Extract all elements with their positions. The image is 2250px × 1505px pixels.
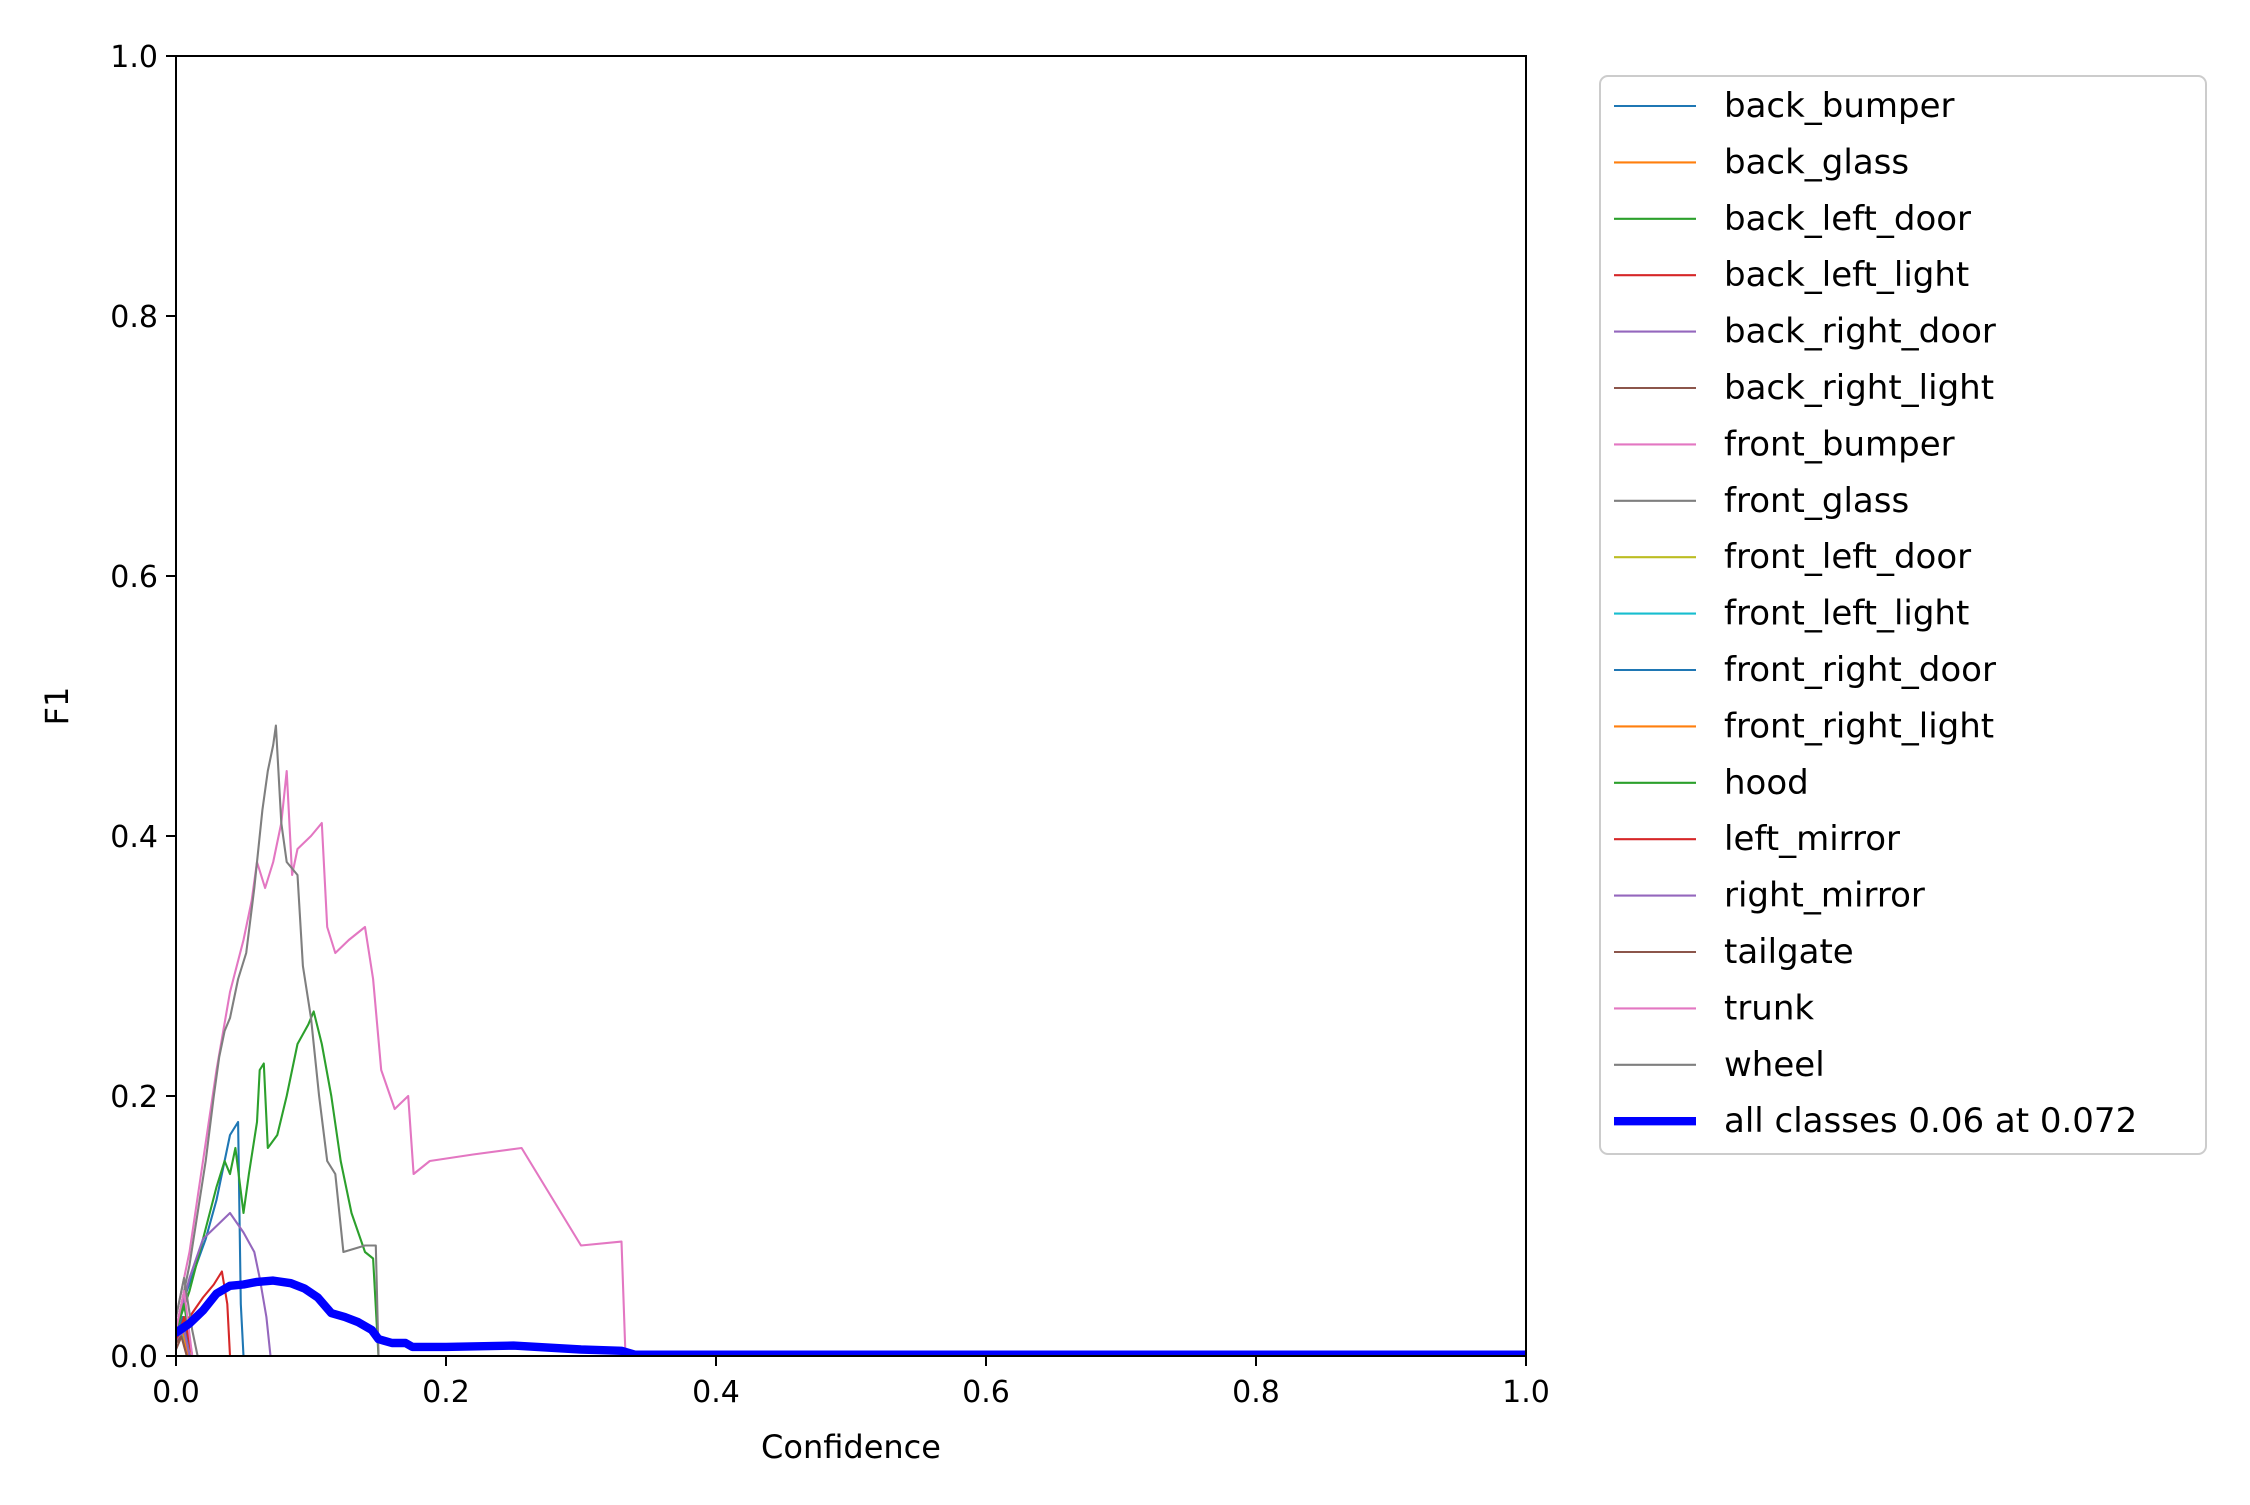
- y-tick-label: 0.4: [110, 820, 158, 855]
- legend-label: front_glass: [1724, 481, 1909, 521]
- y-axis-ticks: 0.0 0.2 0.4 0.6 0.8 1.0: [110, 40, 176, 1375]
- legend-label: tailgate: [1724, 932, 1854, 972]
- legend-label: back_left_door: [1724, 199, 1971, 239]
- legend-label: hood: [1724, 763, 1809, 803]
- legend-label: wheel: [1724, 1045, 1825, 1085]
- series-line-wheel: [176, 1276, 199, 1356]
- legend-label: all classes 0.06 at 0.072: [1724, 1101, 2137, 1141]
- legend-label: front_right_door: [1724, 650, 1996, 690]
- series-layer: [176, 724, 1526, 1356]
- y-tick-label: 0.0: [110, 1340, 158, 1375]
- x-axis-label: Confidence: [761, 1428, 941, 1466]
- series-line-back-bumper: [176, 1120, 245, 1356]
- legend-label: front_left_door: [1724, 537, 1971, 577]
- legend-label: back_left_light: [1724, 255, 1969, 295]
- plot-frame: [175, 55, 1527, 1357]
- y-tick-label: 0.8: [110, 300, 158, 335]
- legend-label: back_bumper: [1724, 86, 1955, 126]
- y-tick-label: 1.0: [110, 40, 158, 75]
- y-axis-label: F1: [38, 687, 76, 726]
- x-tick-label: 0.6: [962, 1375, 1010, 1410]
- legend-label: back_right_light: [1724, 368, 1994, 408]
- x-tick-label: 0.8: [1232, 1375, 1280, 1410]
- x-tick-label: 1.0: [1502, 1375, 1550, 1410]
- series-line-front-glass: [176, 724, 380, 1356]
- series-line-all: [176, 1276, 1526, 1356]
- legend: back_bumper back_glass back_left_door back_…: [1599, 75, 2207, 1155]
- legend-label: back_glass: [1724, 142, 1909, 182]
- series-line-tailgate: [176, 1335, 188, 1356]
- x-tick-label: 0.4: [692, 1375, 740, 1410]
- legend-label: left_mirror: [1724, 819, 1900, 859]
- x-tick-label: 0.0: [152, 1375, 200, 1410]
- series-line-front-bumper: [176, 769, 627, 1356]
- plot-area: [176, 56, 1526, 1356]
- series-line-trunk: [176, 1289, 194, 1356]
- legend-label: back_right_door: [1724, 312, 1996, 352]
- y-tick-label: 0.2: [110, 1080, 158, 1115]
- legend-label: front_bumper: [1724, 424, 1955, 464]
- legend-box: [1599, 75, 2207, 1155]
- legend-label: trunk: [1724, 988, 1814, 1028]
- x-axis-ticks: 0.0 0.2 0.4 0.6 0.8 1.0: [152, 1356, 1550, 1410]
- y-tick-label: 0.6: [110, 560, 158, 595]
- legend-label: front_right_light: [1724, 706, 1994, 746]
- legend-label: right_mirror: [1724, 876, 1925, 916]
- legend-label: front_left_light: [1724, 594, 1969, 634]
- series-line-back-right-door: [176, 1211, 272, 1356]
- series-line-back-left-door: [176, 1010, 380, 1356]
- x-tick-label: 0.2: [422, 1375, 470, 1410]
